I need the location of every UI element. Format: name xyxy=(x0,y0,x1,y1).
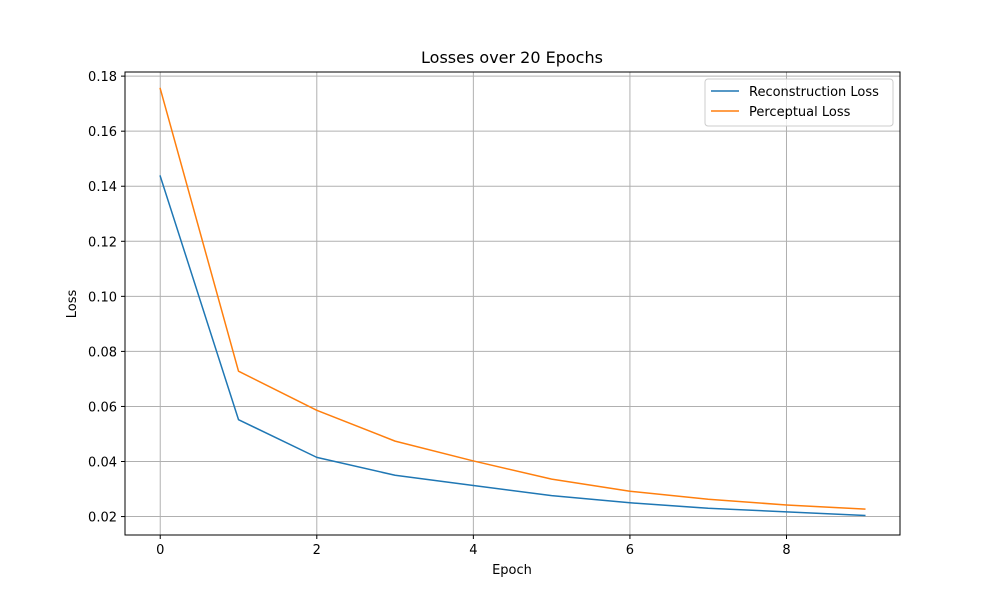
y-tick-label: 0.08 xyxy=(88,345,117,360)
y-tick-label: 0.02 xyxy=(88,511,117,526)
x-tick-label: 2 xyxy=(313,543,321,558)
y-tick-label: 0.18 xyxy=(88,70,117,85)
grid-lines xyxy=(125,72,900,535)
legend-label: Perceptual Loss xyxy=(749,105,851,120)
y-tick-label: 0.12 xyxy=(88,235,117,250)
plot-frame xyxy=(124,71,901,536)
y-tick-label: 0.14 xyxy=(88,180,117,195)
y-tick-label: 0.06 xyxy=(88,400,117,415)
legend-label: Reconstruction Loss xyxy=(749,85,879,100)
y-tick-label: 0.16 xyxy=(88,125,117,140)
series-line-reconstruction-loss xyxy=(159,175,866,517)
x-tick-label: 6 xyxy=(626,543,634,558)
y-tick-label: 0.04 xyxy=(88,456,117,471)
legend-box xyxy=(704,78,894,127)
series-line-perceptual-loss xyxy=(159,87,866,510)
legend: Reconstruction Loss Perceptual Loss xyxy=(704,78,894,127)
x-tick-label: 0 xyxy=(156,543,164,558)
x-tick-label: 4 xyxy=(469,543,477,558)
x-axis-label: Epoch xyxy=(492,563,532,578)
series-lines xyxy=(159,87,866,517)
x-tick-label: 8 xyxy=(782,543,790,558)
y-axis-ticks: 0.02 0.04 0.06 0.08 0.10 0.12 0.14 0.16 0.18 xyxy=(88,70,125,526)
y-axis-label: Loss xyxy=(65,290,80,319)
x-axis-ticks: 0 2 4 6 8 xyxy=(156,535,791,558)
chart-title: Losses over 20 Epochs xyxy=(421,48,603,67)
y-tick-label: 0.10 xyxy=(88,290,117,305)
